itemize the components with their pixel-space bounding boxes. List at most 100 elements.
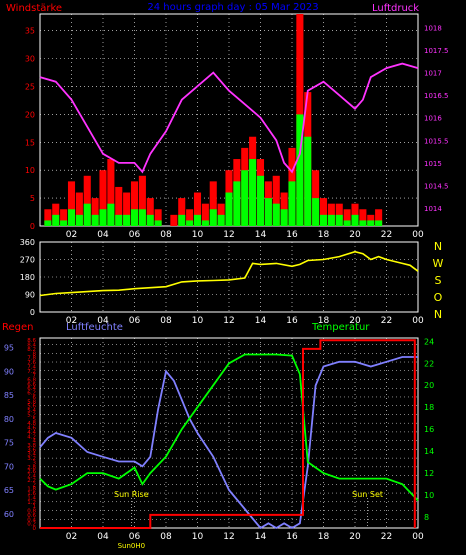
gust-bar (312, 170, 320, 226)
rain-y-tick: 5.4 (27, 408, 36, 414)
wind-panel-x-tick: 08 (160, 230, 172, 240)
climate-panel-x-tick: 10 (192, 532, 204, 542)
pressure-y-tick: 1017 (424, 70, 442, 78)
direction-line (39, 250, 419, 297)
pressure-y-tick: 1014.5 (424, 182, 449, 190)
pressure-y-tick: 1017.5 (424, 47, 449, 55)
wind-y-tick: 20 (25, 110, 35, 119)
wind-bar (280, 209, 288, 226)
rain-y-tick: 0.8 (27, 509, 36, 515)
compass-label: N (434, 240, 442, 253)
direction-y-tick: 0 (30, 308, 35, 317)
rain-y-tick: 3.4 (27, 452, 36, 458)
humidity-y-tick: 65 (4, 486, 14, 495)
chart-title: 24 hours graph day : 05 Mar 2023 (147, 2, 318, 13)
direction-panel-x-tick: 06 (129, 316, 141, 326)
wind-panel-x-tick: 04 (97, 230, 109, 240)
rain-y-tick: 3.8 (27, 443, 36, 449)
gust-bar (170, 214, 178, 226)
sun-midday-label: Sun0H0 (118, 542, 146, 550)
wind-bar (178, 214, 186, 226)
wind-bar (241, 170, 249, 226)
wind-bar (60, 220, 68, 226)
direction-y-tick: 360 (20, 238, 35, 247)
wind-axis-label: Windstärke (6, 3, 62, 14)
rain-y-tick: 6 (33, 395, 37, 401)
gust-bar (193, 192, 202, 226)
gust-bar (115, 186, 123, 226)
gust-bar (44, 209, 52, 226)
rain-y-tick: 7.2 (27, 369, 36, 375)
rain-y-tick: 6.6 (27, 382, 36, 388)
gust-bar (67, 181, 76, 226)
climate-panel-x-tick: 04 (97, 532, 109, 542)
direction-panel-x-tick: 12 (223, 316, 234, 326)
rain-y-tick: 3 (33, 460, 37, 466)
humidity-y-tick: 70 (4, 462, 14, 471)
pressure-axis-label: Luftdruck (372, 3, 419, 14)
rain-line (40, 339, 416, 529)
gust-bar (178, 198, 186, 226)
wind-bar (193, 214, 202, 226)
rain-y-tick: 4.8 (27, 421, 36, 427)
direction-y-tick: 180 (20, 273, 35, 282)
wind-bar (209, 209, 217, 226)
rain-y-tick: 1.6 (27, 491, 36, 497)
gust-bar (130, 181, 139, 226)
wind-bar (304, 136, 312, 226)
wind-bar (256, 175, 265, 226)
wind-bar (83, 203, 91, 226)
wind-panel-x-tick: 22 (381, 230, 392, 240)
temperature-axis-label: Temperatur (311, 322, 370, 333)
wind-bar (249, 159, 257, 226)
wind-bar (264, 198, 272, 226)
temperature-y-tick: 12 (424, 469, 434, 478)
direction-panel-x-tick: 02 (66, 316, 77, 326)
wind-bar (233, 181, 241, 226)
direction-panel-x-tick: 08 (160, 316, 172, 326)
temperature-y-tick: 16 (424, 425, 434, 434)
humidity-y-tick: 95 (4, 344, 14, 353)
wind-panel-x-tick: 20 (349, 230, 361, 240)
humidity-y-tick: 80 (4, 415, 14, 424)
pressure-y-tick: 1016 (424, 115, 442, 123)
gust-bar (359, 209, 367, 226)
rain-y-tick: 7.4 (27, 364, 36, 370)
rain-y-tick: 0.6 (27, 513, 36, 519)
rain-y-tick: 5 (33, 417, 37, 423)
temperature-y-tick: 10 (424, 491, 434, 500)
wind-bar (367, 220, 375, 226)
wind-bar (130, 209, 139, 226)
climate-panel-x-tick: 22 (381, 532, 392, 542)
wind-y-tick: 30 (25, 55, 35, 64)
rain-y-tick: 1 (33, 504, 37, 510)
wind-panel-x-tick: 00 (412, 230, 424, 240)
wind-bar (225, 192, 233, 226)
wind-bar (351, 214, 359, 226)
wind-y-tick: 10 (25, 166, 35, 175)
gust-bar (154, 209, 162, 226)
sunrise-label: Sun Rise (114, 490, 149, 499)
climate-panel-x-tick: 20 (349, 532, 361, 542)
rain-y-tick: 8.6 (27, 338, 36, 344)
rain-y-tick: 3.6 (27, 447, 36, 453)
humidity-y-tick: 85 (4, 391, 14, 400)
gust-bar (75, 192, 83, 226)
humidity-y-tick: 60 (4, 510, 14, 519)
direction-panel-x-tick: 00 (412, 316, 424, 326)
wind-bar (44, 220, 52, 226)
wind-y-tick: 5 (30, 194, 35, 203)
gust-bar (272, 175, 280, 226)
rain-y-tick: 6.2 (27, 391, 36, 397)
rain-y-tick: 5.6 (27, 404, 36, 410)
wind-bar (99, 209, 107, 226)
rain-y-tick: 7.6 (27, 360, 36, 366)
wind-panel-x-tick: 10 (192, 230, 204, 240)
wind-bar (319, 214, 328, 226)
wind-panel-x-tick: 06 (129, 230, 141, 240)
wind-bar (91, 214, 99, 226)
rain-y-tick: 6.8 (27, 377, 36, 383)
temperature-y-tick: 24 (424, 337, 434, 346)
climate-panel-x-tick: 18 (318, 532, 330, 542)
